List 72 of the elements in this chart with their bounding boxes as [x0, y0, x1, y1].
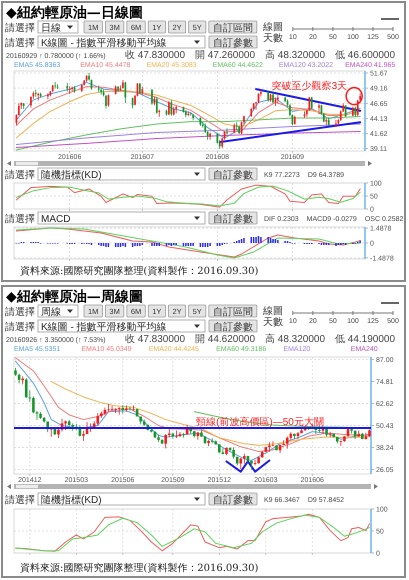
dropdown: 周線 — [38, 304, 78, 318]
text: 請選擇 — [5, 213, 35, 225]
button: 自訂參數 — [208, 168, 258, 181]
candlestick — [340, 440, 342, 446]
candlestick — [71, 86, 73, 92]
candlestick — [125, 405, 128, 412]
line-series — [16, 91, 361, 138]
candlestick — [132, 405, 135, 411]
candlestick — [296, 432, 300, 440]
text: 收 47.830000 — [125, 334, 186, 345]
candlestick — [114, 408, 117, 414]
button: 自訂區間 — [208, 20, 258, 34]
candlestick — [178, 432, 182, 438]
candlestick — [107, 404, 110, 412]
line-series — [16, 116, 361, 150]
text: 線圖天數 — [262, 306, 283, 328]
text: 開 47.260000 — [195, 50, 256, 61]
text: 請選擇 — [5, 22, 35, 34]
candlestick — [154, 432, 156, 438]
text: 請選擇 — [5, 37, 35, 49]
dropdown: K線圖 - 指數平滑移動平均線 — [38, 320, 206, 333]
text: 請選擇 — [5, 321, 35, 333]
text: 低 46.600000 — [335, 50, 396, 61]
candlestick — [335, 120, 337, 128]
text: 線圖天數 — [262, 22, 283, 44]
line-series — [50, 381, 370, 446]
button: 自訂區間 — [208, 304, 258, 318]
dropdown: 隨機指標(KD) — [38, 492, 206, 506]
line-series — [16, 131, 361, 148]
candlestick — [268, 442, 271, 452]
button: 自訂參數 — [208, 212, 258, 225]
candlestick — [318, 104, 320, 114]
candlestick — [274, 98, 276, 106]
line-series — [16, 82, 361, 138]
source-note: 資料來源:國際研究團隊整理(資料製作：2016.09.30) — [20, 562, 259, 574]
candlestick — [47, 93, 49, 100]
candlestick — [304, 111, 306, 118]
candlestick — [56, 84, 58, 90]
button: 自訂參數 — [208, 36, 258, 49]
candlestick — [175, 430, 178, 438]
candlestick — [209, 132, 211, 140]
text: 請選擇 — [5, 306, 35, 318]
annotation: 突破至少觀察3天 — [272, 80, 348, 92]
line-series — [16, 124, 361, 146]
text: 收 47.830000 — [125, 50, 186, 61]
candlestick — [226, 128, 228, 135]
dropdown: 日線 — [38, 20, 78, 34]
source-note: 資料來源:國際研究團隊整理(資料製作：2016.09.30) — [20, 265, 259, 277]
candlestick — [82, 430, 85, 441]
candlestick — [117, 86, 119, 92]
text: 低 44.190000 — [335, 334, 396, 345]
button: 自訂參數 — [208, 320, 258, 333]
candlestick — [157, 434, 160, 442]
dropdown: MACD — [38, 212, 206, 225]
dropdown: 隨機指標(KD) — [38, 168, 206, 181]
candlestick — [222, 448, 224, 454]
candlestick — [276, 95, 279, 104]
text: 開 44.620000 — [195, 334, 256, 345]
dropdown: K線圖 - 指數平滑移動平均線 — [38, 36, 206, 49]
candlestick — [128, 406, 132, 411]
text: 請選擇 — [5, 169, 35, 181]
candlestick — [182, 432, 185, 438]
button: 自訂參數 — [208, 492, 258, 506]
chart-title: ◆紐約輕原油—周線圖 — [6, 289, 143, 305]
candlestick — [254, 460, 256, 466]
chart-title: ◆紐約輕原油—日線圖 — [6, 5, 143, 21]
text: 高 48.320000 — [265, 49, 326, 61]
text: 請選擇 — [5, 494, 35, 506]
candlestick — [328, 432, 332, 438]
text: 高 48.320000 — [265, 333, 326, 345]
candlestick — [154, 96, 156, 106]
candlestick — [110, 406, 114, 411]
